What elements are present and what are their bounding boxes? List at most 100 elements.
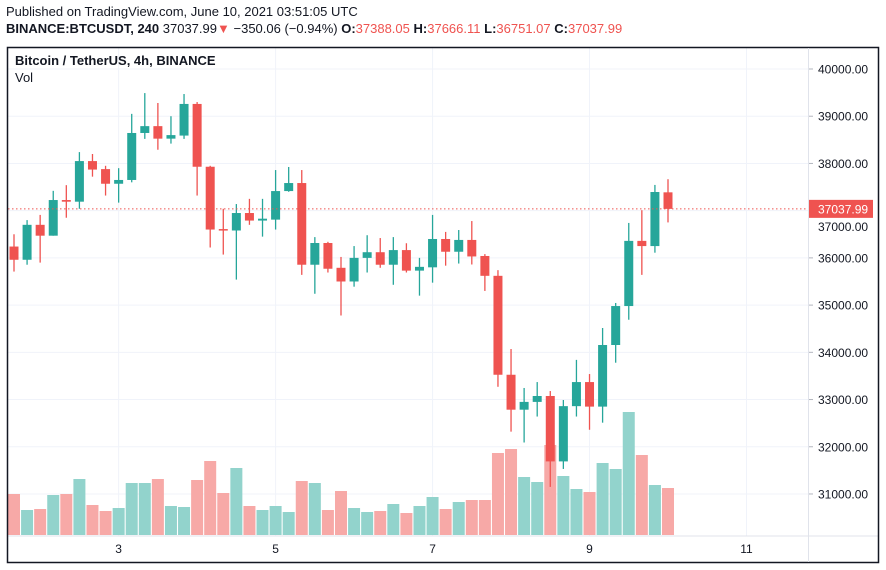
candle-body xyxy=(140,126,150,133)
y-tick-label: 39000.00 xyxy=(818,110,868,124)
legend-volume: Vol xyxy=(15,70,33,85)
volume-bar xyxy=(138,483,151,535)
candle-body xyxy=(493,275,503,375)
candle-body xyxy=(244,213,254,221)
candle-body xyxy=(441,238,451,252)
candle-body xyxy=(101,169,111,184)
volume-bar xyxy=(439,509,452,535)
last-price: 37037.99 xyxy=(162,21,217,36)
volume-bar xyxy=(217,493,230,535)
candle-body xyxy=(74,161,84,202)
candle-body xyxy=(48,200,58,236)
last-price-label: 37037.99 xyxy=(818,202,868,216)
candle-body xyxy=(598,345,608,407)
volume-bar xyxy=(400,513,413,535)
candle-body xyxy=(192,103,202,167)
candle-body xyxy=(87,161,97,170)
ohlc-header: BINANCE:BTCUSDT, 240 37037.99▼ −350.06 (… xyxy=(6,21,622,36)
volume-bar xyxy=(164,506,177,535)
price-change: −350.06 (−0.94%) xyxy=(233,21,338,36)
candle-body xyxy=(218,229,228,231)
candle-body xyxy=(153,126,163,139)
volume-bar xyxy=(243,506,256,535)
y-tick-label: 37000.00 xyxy=(818,220,868,234)
candle-body xyxy=(467,239,477,257)
y-tick-label: 38000.00 xyxy=(818,157,868,171)
volume-bar xyxy=(47,495,60,535)
volume-bar xyxy=(178,507,191,535)
candle-body xyxy=(258,218,268,221)
candle-body xyxy=(61,200,71,202)
volume-bar xyxy=(204,461,217,535)
volume-bar xyxy=(413,506,426,535)
candle-body xyxy=(336,267,346,282)
volume-bar xyxy=(295,481,308,535)
candle-body xyxy=(558,406,568,462)
y-tick-label: 36000.00 xyxy=(818,251,868,265)
candle-body xyxy=(388,250,398,265)
volume-bar xyxy=(151,479,164,535)
candle-body xyxy=(166,135,176,139)
candle-body xyxy=(231,213,241,231)
volume-bar xyxy=(335,491,347,535)
volume-bar xyxy=(662,488,674,535)
volume-bar xyxy=(583,492,596,535)
volume-bar xyxy=(308,483,321,535)
candle-body xyxy=(9,246,19,260)
volume-bar xyxy=(256,510,269,535)
high-value: 37666.11 xyxy=(427,21,481,36)
volume-bar xyxy=(230,468,243,535)
volume-bar xyxy=(426,497,439,535)
volume-bar xyxy=(609,469,622,535)
legend-title: Bitcoin / TetherUS, 4h, BINANCE xyxy=(15,53,216,68)
volume-bar xyxy=(544,445,557,535)
volume-bar xyxy=(596,463,609,535)
candle-body xyxy=(323,243,333,269)
candle-body xyxy=(35,224,45,236)
candle-body xyxy=(349,257,359,282)
candle-body xyxy=(271,191,281,220)
y-tick-label: 32000.00 xyxy=(818,440,868,454)
volume-bar xyxy=(531,482,544,535)
down-arrow-icon: ▼ xyxy=(217,21,230,36)
symbol-label: BINANCE:BTCUSDT, 240 xyxy=(6,21,160,36)
volume-bar xyxy=(518,477,531,535)
volume-bar xyxy=(465,500,478,535)
published-caption: Published on TradingView.com, June 10, 2… xyxy=(6,4,358,19)
volume-bar xyxy=(635,455,648,535)
candle-body xyxy=(454,239,464,252)
volume-bar xyxy=(374,511,387,535)
y-tick-label: 35000.00 xyxy=(818,299,868,313)
candle-body xyxy=(114,179,124,184)
volume-bar xyxy=(648,485,661,535)
candle-body xyxy=(585,382,595,407)
volume-bar xyxy=(505,449,518,535)
y-tick-label: 31000.00 xyxy=(818,487,868,501)
candle-body xyxy=(297,183,307,265)
candle-body xyxy=(362,252,372,258)
x-tick-label: 5 xyxy=(272,542,279,556)
candle-body xyxy=(205,166,215,230)
volume-bar xyxy=(348,508,361,535)
candle-body xyxy=(663,192,673,209)
candle-body xyxy=(611,306,621,346)
low-label: L: xyxy=(484,21,497,36)
volume-bar xyxy=(387,504,400,535)
candle-body xyxy=(480,255,490,276)
y-tick-label: 40000.00 xyxy=(818,63,868,77)
candle-body xyxy=(624,240,634,307)
volume-bar xyxy=(73,479,86,535)
candle-body xyxy=(545,395,555,462)
candle-body xyxy=(414,266,424,271)
close-value: 37037.99 xyxy=(567,21,623,36)
open-label: O: xyxy=(341,21,356,36)
volume-bar xyxy=(282,512,295,535)
candle-body xyxy=(401,250,411,271)
volume-bar xyxy=(269,506,282,535)
candle-body xyxy=(310,243,320,265)
candle-body xyxy=(375,252,385,265)
volume-bar xyxy=(361,512,374,535)
volume-bar xyxy=(60,494,73,535)
volume-bar xyxy=(21,510,34,535)
